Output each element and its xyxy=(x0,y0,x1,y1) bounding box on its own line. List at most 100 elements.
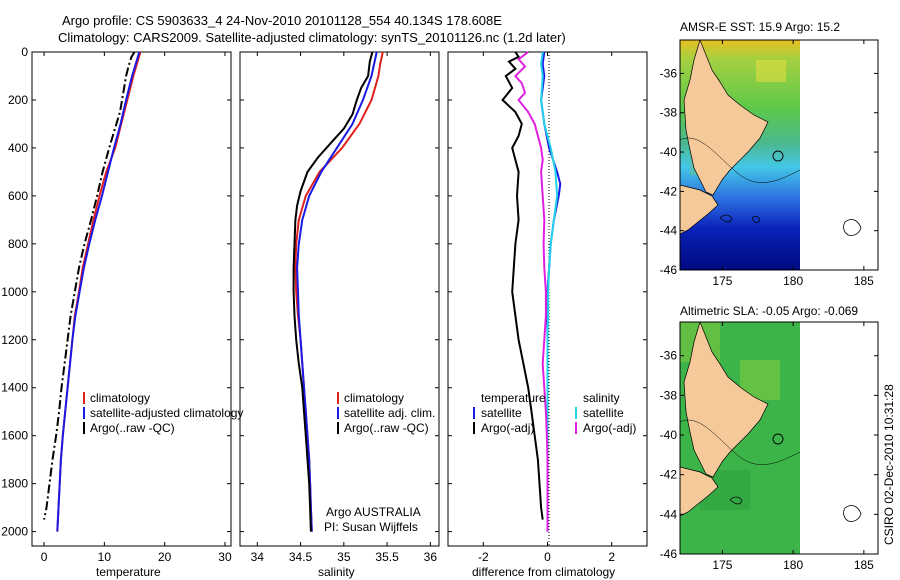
difference-xlabel: difference from climatology xyxy=(472,565,615,579)
salinity-series xyxy=(292,51,384,532)
sst-map-frame xyxy=(679,39,879,271)
map-x-tick-label: 180 xyxy=(783,558,803,572)
map-y-tick-label: -42 xyxy=(660,184,678,198)
isobath-line xyxy=(680,137,800,183)
x-tick-label: 35.5 xyxy=(375,550,399,564)
map-y-tick-label: -40 xyxy=(660,428,678,442)
map-y-tick-label: -38 xyxy=(660,388,678,402)
series-line-argo-raw-qc- xyxy=(43,51,136,520)
sla-map-frame xyxy=(679,321,879,555)
series-line-climatology xyxy=(56,51,142,532)
north-island-land xyxy=(683,40,769,196)
x-tick-label: 35 xyxy=(337,550,351,564)
map-x-tick-label: 180 xyxy=(783,274,803,288)
map-x-tick-label: 185 xyxy=(854,558,874,572)
legend-label: Argo(..raw -QC) xyxy=(344,421,429,435)
map-y-tick-label: -46 xyxy=(660,263,678,277)
y-tick-label: 200 xyxy=(8,93,28,107)
y-tick-label: 1600 xyxy=(1,429,28,443)
sst-map-axes: 175 180 185 -36 -38 -40 -42 -44 -46 xyxy=(660,40,878,288)
x-tick-label: 34.5 xyxy=(289,550,313,564)
legend-label: Argo(-adj) xyxy=(583,421,636,435)
x-tick-label: 2 xyxy=(608,550,615,564)
header-line-2: Climatology: CARS2009. Satellite-adjuste… xyxy=(58,30,566,45)
annotation-program: Argo AUSTRALIA xyxy=(326,505,421,519)
north-island-land xyxy=(683,322,769,478)
legend-heading: temperature xyxy=(481,391,546,405)
csiro-timestamp: CSIRO 02-Dec-2010 10:31:28 xyxy=(882,384,896,545)
depth-axis: 0 200 400 600 800 1000 1200 1400 1600 1800 2000 xyxy=(1,45,231,539)
sst-map-panel: AMSR-E SST: 15.9 Argo: 15.2 xyxy=(660,20,879,288)
map-y-tick-label: -40 xyxy=(660,145,678,159)
south-island-land xyxy=(680,184,719,235)
salinity-axes-frame xyxy=(239,51,440,547)
difference-legend-temperature: temperature satellite Argo(-adj) xyxy=(473,391,546,435)
legend-label: satellite-adjusted climatology xyxy=(90,406,243,420)
isobath-line xyxy=(680,419,800,465)
y-tick-label: 0 xyxy=(21,45,28,59)
series-line-argo-raw-qc- xyxy=(292,51,374,532)
y-tick-label: 400 xyxy=(8,141,28,155)
salinity-panel: 34 34.5 35 35.5 36 salinity climatology sate… xyxy=(239,51,440,579)
map-y-tick-label: -44 xyxy=(660,507,678,521)
legend-heading: salinity xyxy=(583,391,620,405)
argo-float-marker xyxy=(772,150,784,162)
difference-legend-salinity: salinity satellite Argo(-adj) xyxy=(575,391,636,435)
map-y-tick-label: -36 xyxy=(660,349,678,363)
map-y-tick-label: -44 xyxy=(660,224,678,238)
y-tick-label: 1800 xyxy=(1,477,28,491)
y-tick-label: 1400 xyxy=(1,381,28,395)
chatham-islands-outline xyxy=(843,219,862,236)
y-tick-label: 2000 xyxy=(1,525,28,539)
legend-label: Argo(-adj) xyxy=(481,421,534,435)
salinity-x-axis: 34 34.5 35 35.5 36 xyxy=(240,51,439,564)
legend-label: satellite adj. clim. xyxy=(344,406,435,420)
sla-map-title: Altimetric SLA: -0.05 Argo: -0.069 xyxy=(680,304,858,318)
sla-map-axes: 175 180 185 -36 -38 -40 -42 -44 -46 xyxy=(660,322,878,572)
x-tick-label: 0 xyxy=(41,550,48,564)
x-tick-label: 34 xyxy=(251,550,265,564)
argo-float-marker xyxy=(772,433,784,445)
x-tick-label: 10 xyxy=(98,550,112,564)
temperature-panel: 0 200 400 600 800 1000 1200 1400 1600 1800 2000 0 1… xyxy=(1,45,243,579)
salinity-legend: climatology satellite adj. clim. Argo(..… xyxy=(337,391,435,435)
legend-label: Argo(..raw -QC) xyxy=(90,421,175,435)
series-line-salinity-argo-adj- xyxy=(514,51,549,532)
warm-patch xyxy=(756,60,786,82)
temperature-series xyxy=(43,51,142,532)
y-tick-label: 600 xyxy=(8,189,28,203)
y-tick-label: 800 xyxy=(8,237,28,251)
chatham-islands-outline xyxy=(843,505,862,522)
difference-panel: -2 0 2 difference from climatology tempera… xyxy=(447,51,648,579)
temperature-xlabel: temperature xyxy=(96,565,161,579)
difference-series xyxy=(501,51,562,532)
map-x-tick-label: 175 xyxy=(712,274,732,288)
series-line-satellite-adjusted-climatology xyxy=(56,51,141,532)
annotation-pi: PI: Susan Wijffels xyxy=(324,520,418,534)
difference-x-axis: -2 0 2 xyxy=(448,51,647,564)
contour-shape xyxy=(751,216,761,223)
legend-label: climatology xyxy=(90,391,150,405)
legend-label: satellite xyxy=(481,406,522,420)
y-tick-label: 1200 xyxy=(1,333,28,347)
contour-shape xyxy=(729,496,743,505)
legend-label: climatology xyxy=(344,391,404,405)
map-x-tick-label: 175 xyxy=(712,558,732,572)
legend-label: satellite xyxy=(583,406,624,420)
header-line-1: Argo profile: CS 5903633_4 24-Nov-2010 2… xyxy=(62,13,502,28)
x-tick-label: -2 xyxy=(478,550,489,564)
sst-map-title: AMSR-E SST: 15.9 Argo: 15.2 xyxy=(680,20,840,34)
x-tick-label: 0 xyxy=(544,550,551,564)
series-line-satellite-adj-clim- xyxy=(296,51,378,532)
x-tick-label: 36 xyxy=(424,550,438,564)
map-y-tick-label: -46 xyxy=(660,547,678,561)
temperature-axes-frame xyxy=(31,51,232,547)
series-line-temperature-argo-adj- xyxy=(501,51,544,520)
x-tick-label: 30 xyxy=(218,550,232,564)
series-line-salinity-satellite xyxy=(540,51,559,532)
map-y-tick-label: -42 xyxy=(660,468,678,482)
map-x-tick-label: 185 xyxy=(854,274,874,288)
map-y-tick-label: -38 xyxy=(660,106,678,120)
temperature-x-axis: 0 10 20 30 xyxy=(41,52,232,564)
